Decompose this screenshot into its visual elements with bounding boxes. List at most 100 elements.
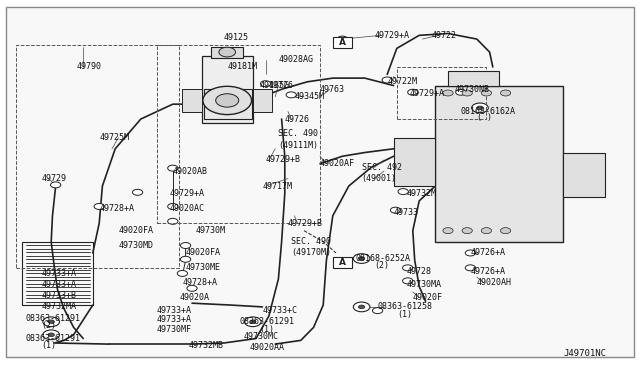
Text: 49730NB: 49730NB: [454, 85, 490, 94]
Text: 49730MA: 49730MA: [406, 280, 442, 289]
Text: 49728+A: 49728+A: [99, 204, 134, 213]
Circle shape: [168, 165, 178, 171]
Circle shape: [353, 254, 370, 263]
Text: SEC. 490: SEC. 490: [278, 129, 319, 138]
Bar: [394, 138, 435, 186]
Text: ( ): ( ): [477, 113, 492, 122]
Text: (49170M): (49170M): [291, 248, 332, 257]
Bar: [563, 153, 605, 197]
Circle shape: [216, 94, 239, 107]
Text: 49185G: 49185G: [259, 81, 289, 90]
Text: 49733+A: 49733+A: [157, 306, 192, 315]
Text: 49730ME: 49730ME: [186, 263, 221, 272]
Bar: [333, 37, 352, 48]
Text: 08363-61291: 08363-61291: [26, 314, 81, 323]
Bar: [435, 86, 563, 242]
Circle shape: [180, 243, 191, 248]
Text: A: A: [339, 38, 346, 47]
Text: 08168-6162A: 08168-6162A: [461, 107, 516, 116]
Circle shape: [403, 265, 413, 271]
Circle shape: [462, 90, 472, 96]
Text: 49726: 49726: [285, 115, 310, 124]
Circle shape: [187, 285, 197, 291]
Circle shape: [481, 90, 492, 96]
Circle shape: [390, 207, 401, 213]
Bar: [448, 71, 499, 86]
Circle shape: [337, 36, 348, 42]
Text: SEC. 492: SEC. 492: [362, 163, 402, 172]
Text: (2): (2): [374, 262, 389, 270]
Text: 49722: 49722: [432, 31, 457, 40]
Circle shape: [358, 305, 365, 309]
Circle shape: [403, 278, 413, 284]
Text: 49020FA: 49020FA: [118, 226, 154, 235]
Text: 49726+A: 49726+A: [470, 248, 506, 257]
Circle shape: [481, 228, 492, 234]
Circle shape: [203, 86, 252, 115]
Text: 49020FA: 49020FA: [186, 248, 221, 257]
Text: 49125: 49125: [224, 33, 249, 42]
Text: 49732MB: 49732MB: [189, 341, 224, 350]
Text: 49733+A: 49733+A: [42, 269, 77, 278]
Circle shape: [472, 103, 488, 113]
Text: 08168-6252A: 08168-6252A: [355, 254, 410, 263]
Text: 49020AB: 49020AB: [173, 167, 208, 176]
Bar: [333, 257, 352, 268]
Text: 49733: 49733: [394, 208, 419, 217]
Text: 49728+A: 49728+A: [182, 278, 218, 287]
Circle shape: [465, 250, 476, 256]
Circle shape: [94, 203, 104, 209]
Circle shape: [462, 228, 472, 234]
Circle shape: [500, 228, 511, 234]
Text: 49020AA: 49020AA: [250, 343, 285, 352]
Circle shape: [260, 81, 271, 87]
Circle shape: [219, 47, 236, 57]
Text: 49020F: 49020F: [413, 293, 443, 302]
Text: (2): (2): [42, 321, 56, 330]
Text: 49733+C: 49733+C: [262, 306, 298, 315]
Text: 49020A: 49020A: [179, 293, 209, 302]
Circle shape: [372, 308, 383, 314]
Text: 49790: 49790: [77, 62, 102, 71]
Text: 49729+A: 49729+A: [170, 189, 205, 198]
Text: (49111M): (49111M): [278, 141, 319, 150]
Text: 49722M: 49722M: [387, 77, 417, 86]
Text: 49733+A: 49733+A: [157, 315, 192, 324]
Text: 08363-61258: 08363-61258: [378, 302, 433, 311]
Text: 49733+A: 49733+A: [42, 280, 77, 289]
Text: 49729+B: 49729+B: [288, 219, 323, 228]
Circle shape: [180, 256, 191, 262]
Bar: [22, 242, 93, 305]
Bar: [211, 46, 243, 58]
Circle shape: [168, 203, 178, 209]
Text: A: A: [339, 258, 346, 267]
Circle shape: [443, 90, 453, 96]
Circle shape: [465, 265, 476, 271]
Circle shape: [408, 89, 418, 95]
Circle shape: [477, 106, 483, 110]
Circle shape: [51, 182, 61, 188]
Text: 49730MC: 49730MC: [243, 332, 278, 341]
Circle shape: [353, 302, 370, 312]
Circle shape: [177, 270, 188, 276]
Text: 49028AG: 49028AG: [278, 55, 314, 64]
Text: (1): (1): [397, 310, 412, 319]
Text: J49701NC: J49701NC: [563, 349, 606, 358]
Text: 49726+A: 49726+A: [470, 267, 506, 276]
Circle shape: [43, 317, 60, 327]
Text: 49725M: 49725M: [99, 133, 129, 142]
Text: 08363-61291: 08363-61291: [26, 334, 81, 343]
Circle shape: [48, 333, 54, 337]
Text: 49730MD: 49730MD: [118, 241, 154, 250]
Text: 49729+A: 49729+A: [410, 89, 445, 97]
Circle shape: [456, 89, 466, 95]
Text: 49728: 49728: [406, 267, 431, 276]
Circle shape: [43, 330, 60, 340]
Circle shape: [250, 320, 256, 324]
Bar: [182, 89, 202, 112]
Circle shape: [358, 257, 365, 260]
Text: 49729+A: 49729+A: [374, 31, 410, 40]
Text: 49717M: 49717M: [262, 182, 292, 190]
Text: 49729: 49729: [42, 174, 67, 183]
Text: 49726: 49726: [269, 81, 294, 90]
